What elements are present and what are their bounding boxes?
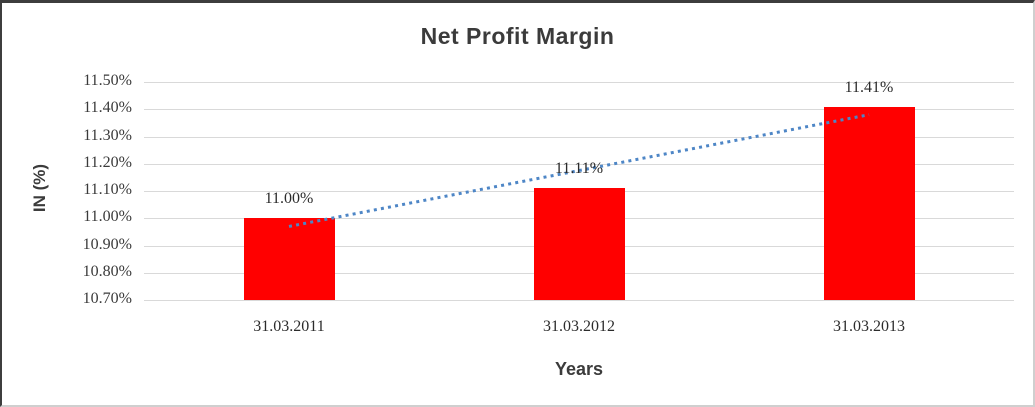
gridline <box>144 82 1014 83</box>
y-tick-label: 10.80% <box>82 262 132 280</box>
bar <box>243 218 335 300</box>
x-tick-label: 31.03.2011 <box>253 318 325 335</box>
y-tick-label: 11.00% <box>83 208 132 226</box>
trendline <box>288 113 870 228</box>
y-tick-label: 11.30% <box>83 126 132 144</box>
y-tick-label: 10.90% <box>82 235 132 253</box>
y-tick-label: 11.40% <box>83 99 132 117</box>
bar-value-label: 11.00% <box>264 190 314 208</box>
bar-value-label: 11.11% <box>554 160 604 178</box>
trendline-layer <box>288 113 870 228</box>
y-tick-label: 10.70% <box>82 290 132 307</box>
y-tick-label: 11.20% <box>83 153 132 171</box>
y-tick-label: 11.50% <box>83 72 132 89</box>
y-tick-label: 11.10% <box>83 181 132 198</box>
gridline <box>144 300 1014 301</box>
x-axis-title: Years <box>554 359 604 379</box>
chart-title: Net Profit Margin <box>420 23 615 49</box>
bar <box>533 188 625 300</box>
bar <box>823 106 915 300</box>
bar-value-label: 11.41% <box>844 78 894 96</box>
x-tick-label: 31.03.2012 <box>543 318 615 335</box>
gridline <box>144 163 1014 165</box>
x-tick-label: 31.03.2013 <box>833 318 905 335</box>
gridline <box>144 136 1014 138</box>
gridline <box>144 109 1014 111</box>
plot-area: 11.00% 11.11% 11.41% <box>144 78 1014 301</box>
